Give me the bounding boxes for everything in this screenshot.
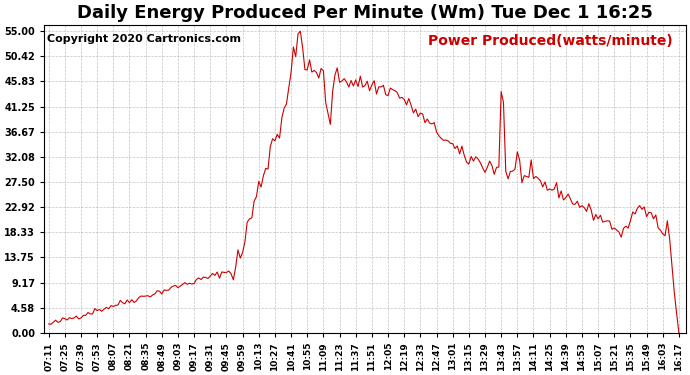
Text: Power Produced(watts/minute): Power Produced(watts/minute) — [428, 34, 673, 48]
Text: Copyright 2020 Cartronics.com: Copyright 2020 Cartronics.com — [48, 34, 242, 44]
Title: Daily Energy Produced Per Minute (Wm) Tue Dec 1 16:25: Daily Energy Produced Per Minute (Wm) Tu… — [77, 4, 653, 22]
